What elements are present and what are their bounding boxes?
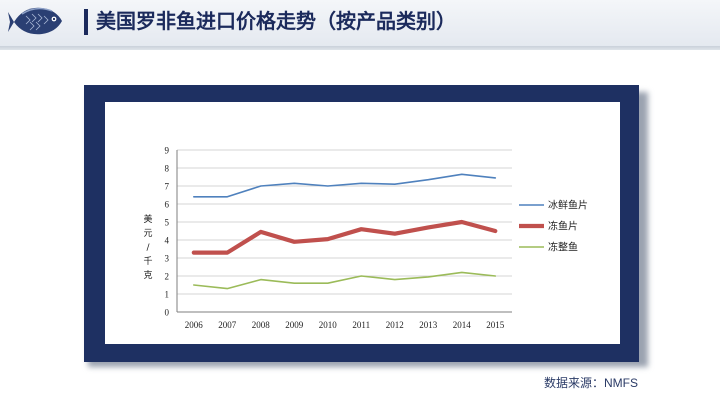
x-tick-label: 2015	[486, 320, 505, 330]
y-tick-label: 9	[165, 146, 170, 156]
series-line	[191, 219, 498, 255]
y-tick-label: 1	[165, 290, 170, 300]
chart-panel	[105, 102, 620, 344]
y-tick-label: 6	[165, 200, 170, 210]
page-title: 美国罗非鱼进口价格走势（按产品类别）	[96, 11, 456, 33]
x-tick-label: 2010	[319, 320, 338, 330]
x-tick-label: 2007	[218, 320, 237, 330]
x-tick-label: 2009	[285, 320, 304, 330]
legend-label: 冰鲜鱼片	[548, 199, 588, 212]
y-tick-label: 0	[165, 308, 170, 318]
y-tick-label: 2	[165, 272, 170, 282]
y-axis-label: 美元/千克	[143, 213, 152, 281]
axes: 0 1 2 3 4 5 6 7 8 9 2006 2007 2008 2009 2010 2011 2012 20…	[143, 146, 512, 330]
fish-logo-icon	[8, 7, 62, 35]
legend-label: 冻鱼片	[548, 220, 578, 233]
title-accent-bar	[84, 9, 88, 35]
series-lines	[191, 173, 498, 290]
x-tick-label: 2012	[386, 320, 404, 330]
y-tick-label: 4	[165, 236, 170, 246]
y-tick-label: 7	[165, 182, 170, 192]
y-tick-label: 3	[165, 254, 170, 264]
series-line	[193, 173, 497, 198]
source-label: 数据来源：	[543, 376, 604, 390]
x-tick-label: 2014	[453, 320, 472, 330]
x-tick-label: 2011	[352, 320, 370, 330]
data-source-note: 数据来源：NMFS	[544, 374, 638, 391]
legend-label: 冻整鱼	[548, 241, 578, 254]
y-tick-label: 8	[165, 164, 170, 174]
header-band	[0, 0, 720, 50]
gridlines	[177, 149, 512, 313]
y-tick-label: 5	[165, 218, 170, 228]
source-value: NMFS	[604, 376, 638, 390]
header-divider	[0, 46, 720, 50]
series-line	[193, 271, 497, 290]
x-tick-label: 2006	[185, 320, 204, 330]
x-tick-label: 2013	[419, 320, 438, 330]
x-tick-label: 2008	[252, 320, 271, 330]
